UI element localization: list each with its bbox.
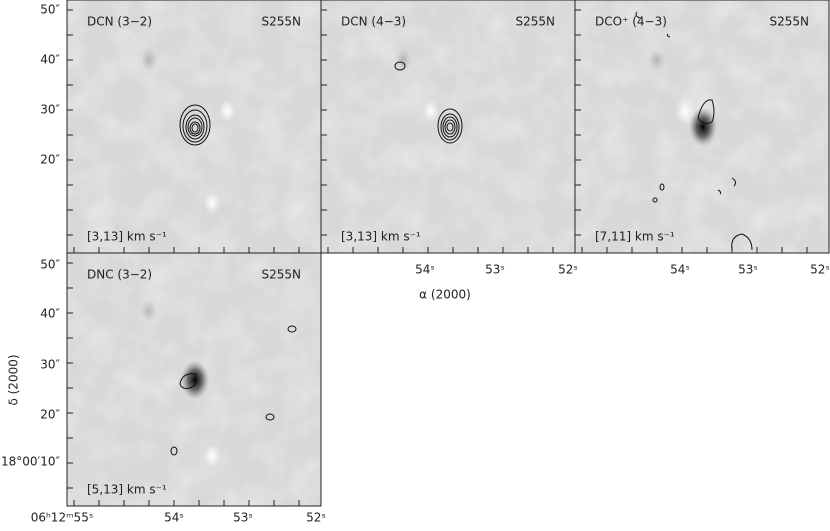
noise xyxy=(321,0,575,253)
x-axis-label: α (2000) xyxy=(419,288,471,302)
contour-set xyxy=(170,325,297,456)
contour-set xyxy=(179,104,211,146)
emission xyxy=(204,444,220,468)
source-label: S255N xyxy=(262,15,302,29)
x-tick-label: 53ˢ xyxy=(233,511,253,525)
y-axis-label: δ (2000) xyxy=(7,354,21,405)
emission xyxy=(181,360,209,400)
y-tick-label: 50″ xyxy=(40,258,60,272)
source-label: S255N xyxy=(770,15,810,29)
y-tick-label: 30″ xyxy=(40,103,60,117)
y-tick-label: 40″ xyxy=(40,53,60,67)
velocity-label: [5,13] km s⁻¹ xyxy=(87,483,167,497)
line-label: DCN (4−3) xyxy=(341,15,406,29)
emission xyxy=(219,99,235,123)
source-label: S255N xyxy=(262,268,302,282)
emission xyxy=(204,191,220,215)
x-tick-label: 52ˢ xyxy=(306,511,326,525)
y-tick-label: 18°00′10″ xyxy=(1,455,61,469)
emission xyxy=(675,97,695,125)
y-tick-label: 40″ xyxy=(40,307,60,321)
contour-set xyxy=(635,11,753,251)
x-tick-label: 52ˢ xyxy=(558,263,578,277)
x-tick-label: 52ˢ xyxy=(810,263,830,277)
y-tick-label: 20″ xyxy=(40,408,60,422)
x-tick-label: 54ˢ xyxy=(415,263,435,277)
x-tick-label: 53ˢ xyxy=(738,263,758,277)
noise xyxy=(67,0,321,253)
contours xyxy=(170,11,753,456)
panel-frame xyxy=(574,0,830,254)
contour-set xyxy=(394,61,463,144)
emission xyxy=(689,107,717,147)
y-tick-label: 30″ xyxy=(40,358,60,372)
velocity-label: [3,13] km s⁻¹ xyxy=(87,230,167,244)
emission xyxy=(395,48,411,72)
emission xyxy=(649,48,665,72)
emission xyxy=(423,99,439,123)
x-tick-label: 54ˢ xyxy=(670,263,690,277)
x-tick-label: 54ˢ xyxy=(164,511,184,525)
panel-frame xyxy=(66,252,322,507)
velocity-label: [3,13] km s⁻¹ xyxy=(341,230,421,244)
y-tick-label: 50″ xyxy=(40,3,60,17)
velocity-label: [7,11] km s⁻¹ xyxy=(595,230,675,244)
line-label: DCN (3−2) xyxy=(87,15,152,29)
panels: DCN (3−2) S255N [3,13] km s⁻¹ DCN (4−3) S255… xyxy=(66,0,830,507)
x-tick-label: 53ˢ xyxy=(485,263,505,277)
y-tick-label: 20″ xyxy=(40,153,60,167)
emission xyxy=(141,48,157,72)
x-tick-label: 06ʰ12ᵐ55ˢ xyxy=(31,511,94,525)
emission xyxy=(141,299,157,323)
line-label: DNC (3−2) xyxy=(87,268,152,282)
source-label: S255N xyxy=(516,15,556,29)
line-label: DCO⁺ (4−3) xyxy=(595,15,667,29)
